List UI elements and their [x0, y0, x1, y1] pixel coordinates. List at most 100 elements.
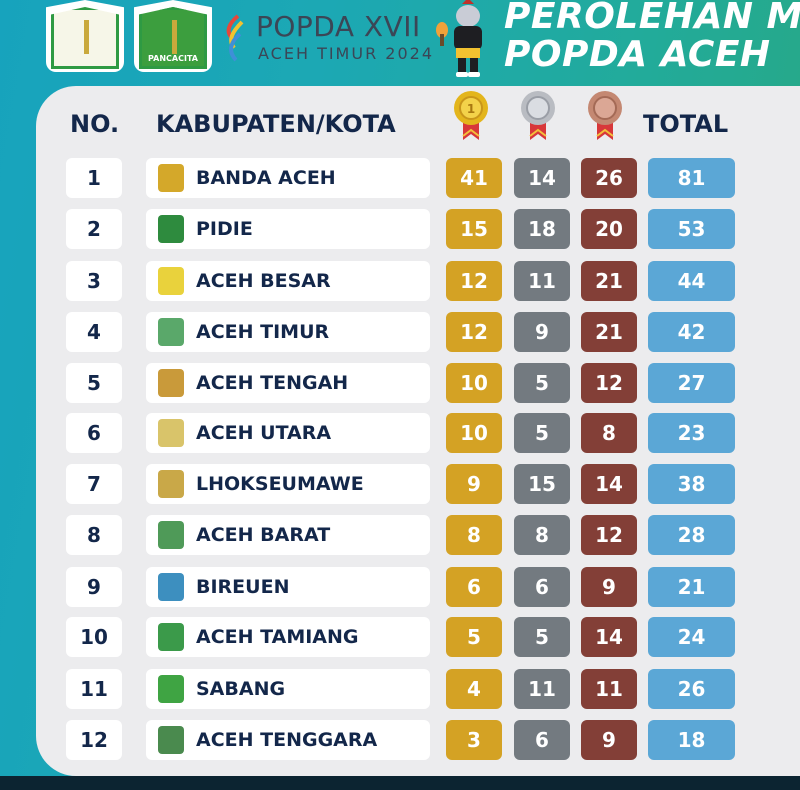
gold-count: 41 [446, 158, 502, 198]
rank-number: 12 [66, 720, 122, 760]
bronze-count: 8 [581, 413, 637, 453]
region-cell: BANDA ACEH [146, 158, 430, 198]
silver-count: 18 [514, 209, 570, 249]
region-crest-icon [158, 521, 184, 549]
region-cell: BIREUEN [146, 567, 430, 607]
region-name: BANDA ACEH [196, 167, 336, 189]
region-name: ACEH TENGAH [196, 372, 349, 394]
region-cell: PIDIE [146, 209, 430, 249]
region-crest-icon [158, 215, 184, 243]
gold-count: 6 [446, 567, 502, 607]
gold-medal-icon: 1 [454, 91, 488, 140]
total-count: 21 [648, 567, 735, 607]
gold-count: 5 [446, 617, 502, 657]
silver-count: 11 [514, 669, 570, 709]
region-name: ACEH BARAT [196, 524, 331, 546]
silver-count: 6 [514, 567, 570, 607]
total-count: 81 [648, 158, 735, 198]
rank-number: 9 [66, 567, 122, 607]
column-header-region: KABUPATEN/KOTA [156, 110, 396, 138]
region-name: ACEH UTARA [196, 422, 332, 444]
region-name: ACEH TAMIANG [196, 626, 359, 648]
region-cell: ACEH TIMUR [146, 312, 430, 352]
total-count: 24 [648, 617, 735, 657]
column-header-no: NO. [70, 110, 120, 138]
bottom-bar [0, 776, 800, 790]
total-count: 27 [648, 363, 735, 403]
total-count: 42 [648, 312, 735, 352]
mascot-icon [436, 0, 482, 77]
column-header-total: TOTAL [643, 110, 729, 138]
region-cell: ACEH TENGAH [146, 363, 430, 403]
rank-number: 7 [66, 464, 122, 504]
silver-medal-icon [521, 91, 555, 140]
table-row: 12 ACEH TENGGARA 3 6 9 18 [0, 720, 800, 762]
silver-count: 9 [514, 312, 570, 352]
region-crest-icon [158, 623, 184, 651]
event-name: POPDA XVII [256, 10, 421, 43]
region-crest-icon [158, 318, 184, 346]
silver-count: 15 [514, 464, 570, 504]
region-cell: LHOKSEUMAWE [146, 464, 430, 504]
region-name: LHOKSEUMAWE [196, 473, 364, 495]
rank-number: 5 [66, 363, 122, 403]
table-row: 2 PIDIE 15 18 20 53 [0, 209, 800, 251]
gold-count: 3 [446, 720, 502, 760]
silver-count: 5 [514, 363, 570, 403]
region-crest-icon [158, 726, 184, 754]
bronze-count: 12 [581, 515, 637, 555]
table-row: 3 ACEH BESAR 12 11 21 44 [0, 261, 800, 303]
region-cell: ACEH UTARA [146, 413, 430, 453]
total-count: 38 [648, 464, 735, 504]
silver-count: 14 [514, 158, 570, 198]
region-crest-icon [158, 369, 184, 397]
rank-number: 8 [66, 515, 122, 555]
popda-flame-logo-icon [226, 14, 244, 62]
rank-number: 2 [66, 209, 122, 249]
bronze-count: 26 [581, 158, 637, 198]
gold-count: 10 [446, 363, 502, 403]
bronze-count: 12 [581, 363, 637, 403]
total-count: 18 [648, 720, 735, 760]
total-count: 23 [648, 413, 735, 453]
region-cell: SABANG [146, 669, 430, 709]
gold-count: 12 [446, 312, 502, 352]
table-row: 9 BIREUEN 6 6 9 21 [0, 567, 800, 609]
bronze-count: 21 [581, 312, 637, 352]
silver-count: 5 [514, 617, 570, 657]
bronze-count: 9 [581, 567, 637, 607]
rank-number: 4 [66, 312, 122, 352]
gold-count: 9 [446, 464, 502, 504]
title-line-2: POPDA ACEH [504, 34, 771, 75]
table-row: 8 ACEH BARAT 8 8 12 28 [0, 515, 800, 557]
region-crest-icon [158, 419, 184, 447]
bronze-medal-icon [588, 91, 622, 140]
region-name: BIREUEN [196, 576, 290, 598]
total-count: 26 [648, 669, 735, 709]
rank-number: 3 [66, 261, 122, 301]
region-cell: ACEH TAMIANG [146, 617, 430, 657]
region-name: ACEH TIMUR [196, 321, 330, 343]
gold-count: 4 [446, 669, 502, 709]
rank-number: 1 [66, 158, 122, 198]
crest-label: PANCACITA [148, 54, 198, 63]
svg-text:1: 1 [467, 102, 475, 116]
gold-count: 10 [446, 413, 502, 453]
title-line-1: PEROLEHAN M [504, 0, 800, 37]
region-crest-icon [158, 164, 184, 192]
table-row: 7 LHOKSEUMAWE 9 15 14 38 [0, 464, 800, 506]
table-row: 10 ACEH TAMIANG 5 5 14 24 [0, 617, 800, 659]
gold-count: 8 [446, 515, 502, 555]
bronze-count: 14 [581, 617, 637, 657]
table-row: 6 ACEH UTARA 10 5 8 23 [0, 413, 800, 455]
bronze-count: 9 [581, 720, 637, 760]
table-row: 11 SABANG 4 11 11 26 [0, 669, 800, 711]
silver-count: 5 [514, 413, 570, 453]
header-banner: PANCACITA POPDA XVII ACEH TIMUR 2024 PER… [0, 0, 800, 90]
event-subtitle: ACEH TIMUR 2024 [258, 44, 434, 63]
region-name: SABANG [196, 678, 286, 700]
region-name: ACEH TENGGARA [196, 729, 378, 751]
gold-count: 15 [446, 209, 502, 249]
region-crest-icon [158, 267, 184, 295]
pancacita-crest-icon: PANCACITA [134, 0, 212, 72]
